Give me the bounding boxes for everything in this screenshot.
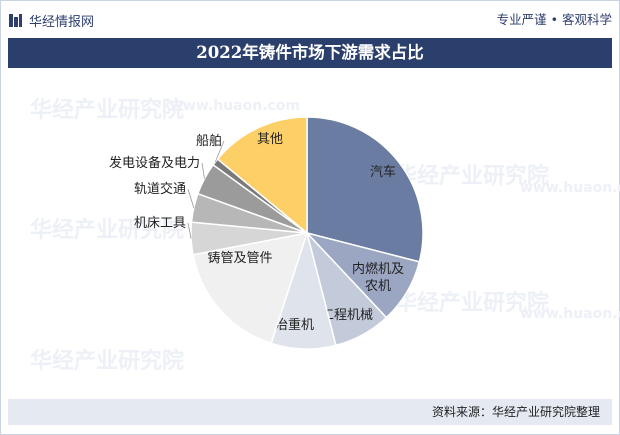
header: 华经情报网 专业严谨 • 客观科学: [8, 6, 612, 34]
slice-label: 轨道交通: [134, 181, 186, 197]
slice-label: 机床工具: [134, 216, 186, 231]
brand-name: 华经情报网: [29, 14, 95, 30]
watermark-text: 华经产业研究院: [30, 349, 185, 374]
title-bar: 2022年铸件市场下游需求占比: [8, 38, 612, 68]
watermark-text: 华经产业研究院: [30, 218, 185, 243]
pie-slice: [192, 232, 309, 345]
source-note: 资料来源：华经产业研究院整理: [431, 405, 600, 419]
slice-label: 内燃机及农机: [352, 261, 404, 294]
watermark-url: www.huaon.com: [520, 306, 620, 322]
leader-line: [187, 188, 195, 208]
footer-bar: 资料来源：华经产业研究院整理: [8, 399, 612, 425]
watermark-text: 华经产业研究院: [30, 98, 185, 123]
watermark-text: 华经产业研究院: [395, 164, 550, 189]
huajing-logo-icon: [8, 13, 23, 28]
watermark-url: www.huaon.com: [170, 98, 301, 114]
watermark-text: 华经产业研究院: [395, 291, 550, 316]
slice-label: 工程机械: [321, 308, 373, 323]
brand: 华经情报网: [8, 9, 94, 31]
slice-label: 发电设备及电力: [109, 155, 200, 171]
slice-label: 汽车: [370, 164, 396, 180]
slogan: 专业严谨 • 客观科学: [496, 12, 612, 27]
pie-slice: [216, 116, 308, 235]
chart-title: 2022年铸件市场下游需求占比: [196, 43, 424, 62]
leader-line: [201, 162, 205, 179]
slice-label: 船舶: [196, 133, 222, 149]
slice-label: 铸管及管件: [207, 250, 272, 266]
leader-line: [214, 140, 225, 163]
pie-slice: [306, 116, 424, 263]
leader-line: [187, 222, 192, 239]
watermark-url: www.huaon.com: [520, 180, 620, 196]
slice-label: 其他: [257, 132, 283, 147]
